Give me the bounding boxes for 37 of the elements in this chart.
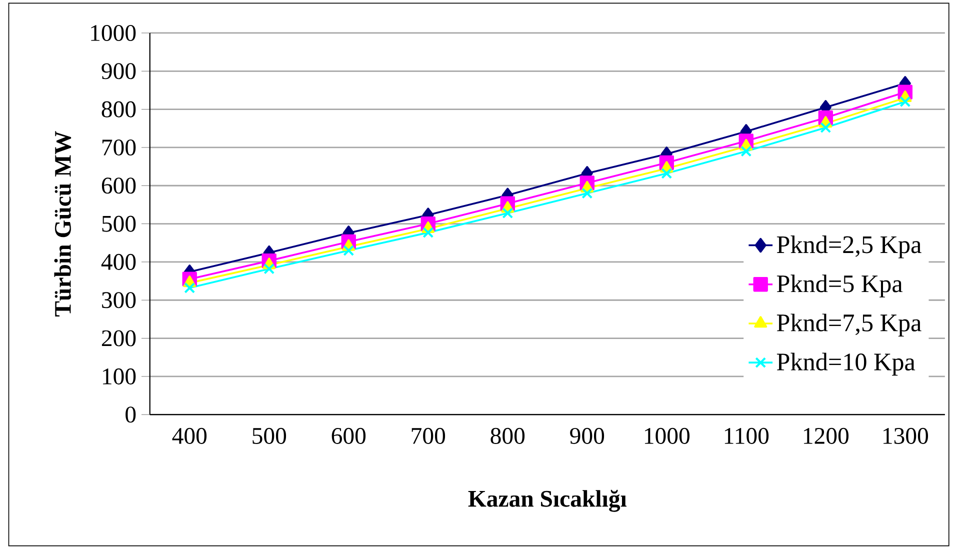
x-tick-label: 500 <box>252 428 286 444</box>
point <box>502 208 514 219</box>
x-tick-label: 1100 <box>724 428 769 444</box>
y-tick-label: 600 <box>102 178 136 194</box>
x-tick-label: 1000 <box>644 428 690 444</box>
y-tick-label: 700 <box>102 140 136 156</box>
x-tick-label: 400 <box>172 428 207 444</box>
point <box>740 146 752 157</box>
point <box>264 263 275 274</box>
y-tick-label: 1000 <box>91 25 136 42</box>
x-tick-label: 600 <box>332 428 366 444</box>
x-tick-label: 800 <box>490 428 525 444</box>
y-tick-label: 0 <box>126 406 136 423</box>
y-tick-label: 400 <box>101 254 136 270</box>
x-tick-label: 1200 <box>804 428 848 444</box>
x-tick-label: 900 <box>570 428 604 444</box>
x-tick-label: 700 <box>412 428 446 444</box>
point <box>422 227 434 238</box>
y-tick-label: 200 <box>102 330 136 346</box>
legend-label: Pknd=2,5 Kpa <box>776 236 922 258</box>
legend-label: Pknd=7,5 Kpa <box>776 314 922 337</box>
x-axis-title: Kazan Sıcaklığı <box>468 490 627 512</box>
x-tick-label: 1300 <box>883 428 928 444</box>
y-tick-label: 900 <box>102 63 136 80</box>
point <box>184 282 196 294</box>
y-tick-label: 100 <box>103 368 136 385</box>
y-axis-title: Türbin Gücü MW <box>54 131 72 317</box>
point <box>900 96 911 108</box>
legend-label: Pknd=10 Kpa <box>776 352 916 376</box>
y-tick-label: 300 <box>102 292 136 308</box>
point <box>343 245 354 256</box>
y-tick-label: 500 <box>102 216 136 232</box>
legend-label: Pknd=5 Kpa <box>776 274 903 298</box>
y-tick-label: 800 <box>102 101 136 118</box>
point <box>661 168 672 180</box>
point <box>820 122 832 134</box>
point <box>582 188 593 199</box>
